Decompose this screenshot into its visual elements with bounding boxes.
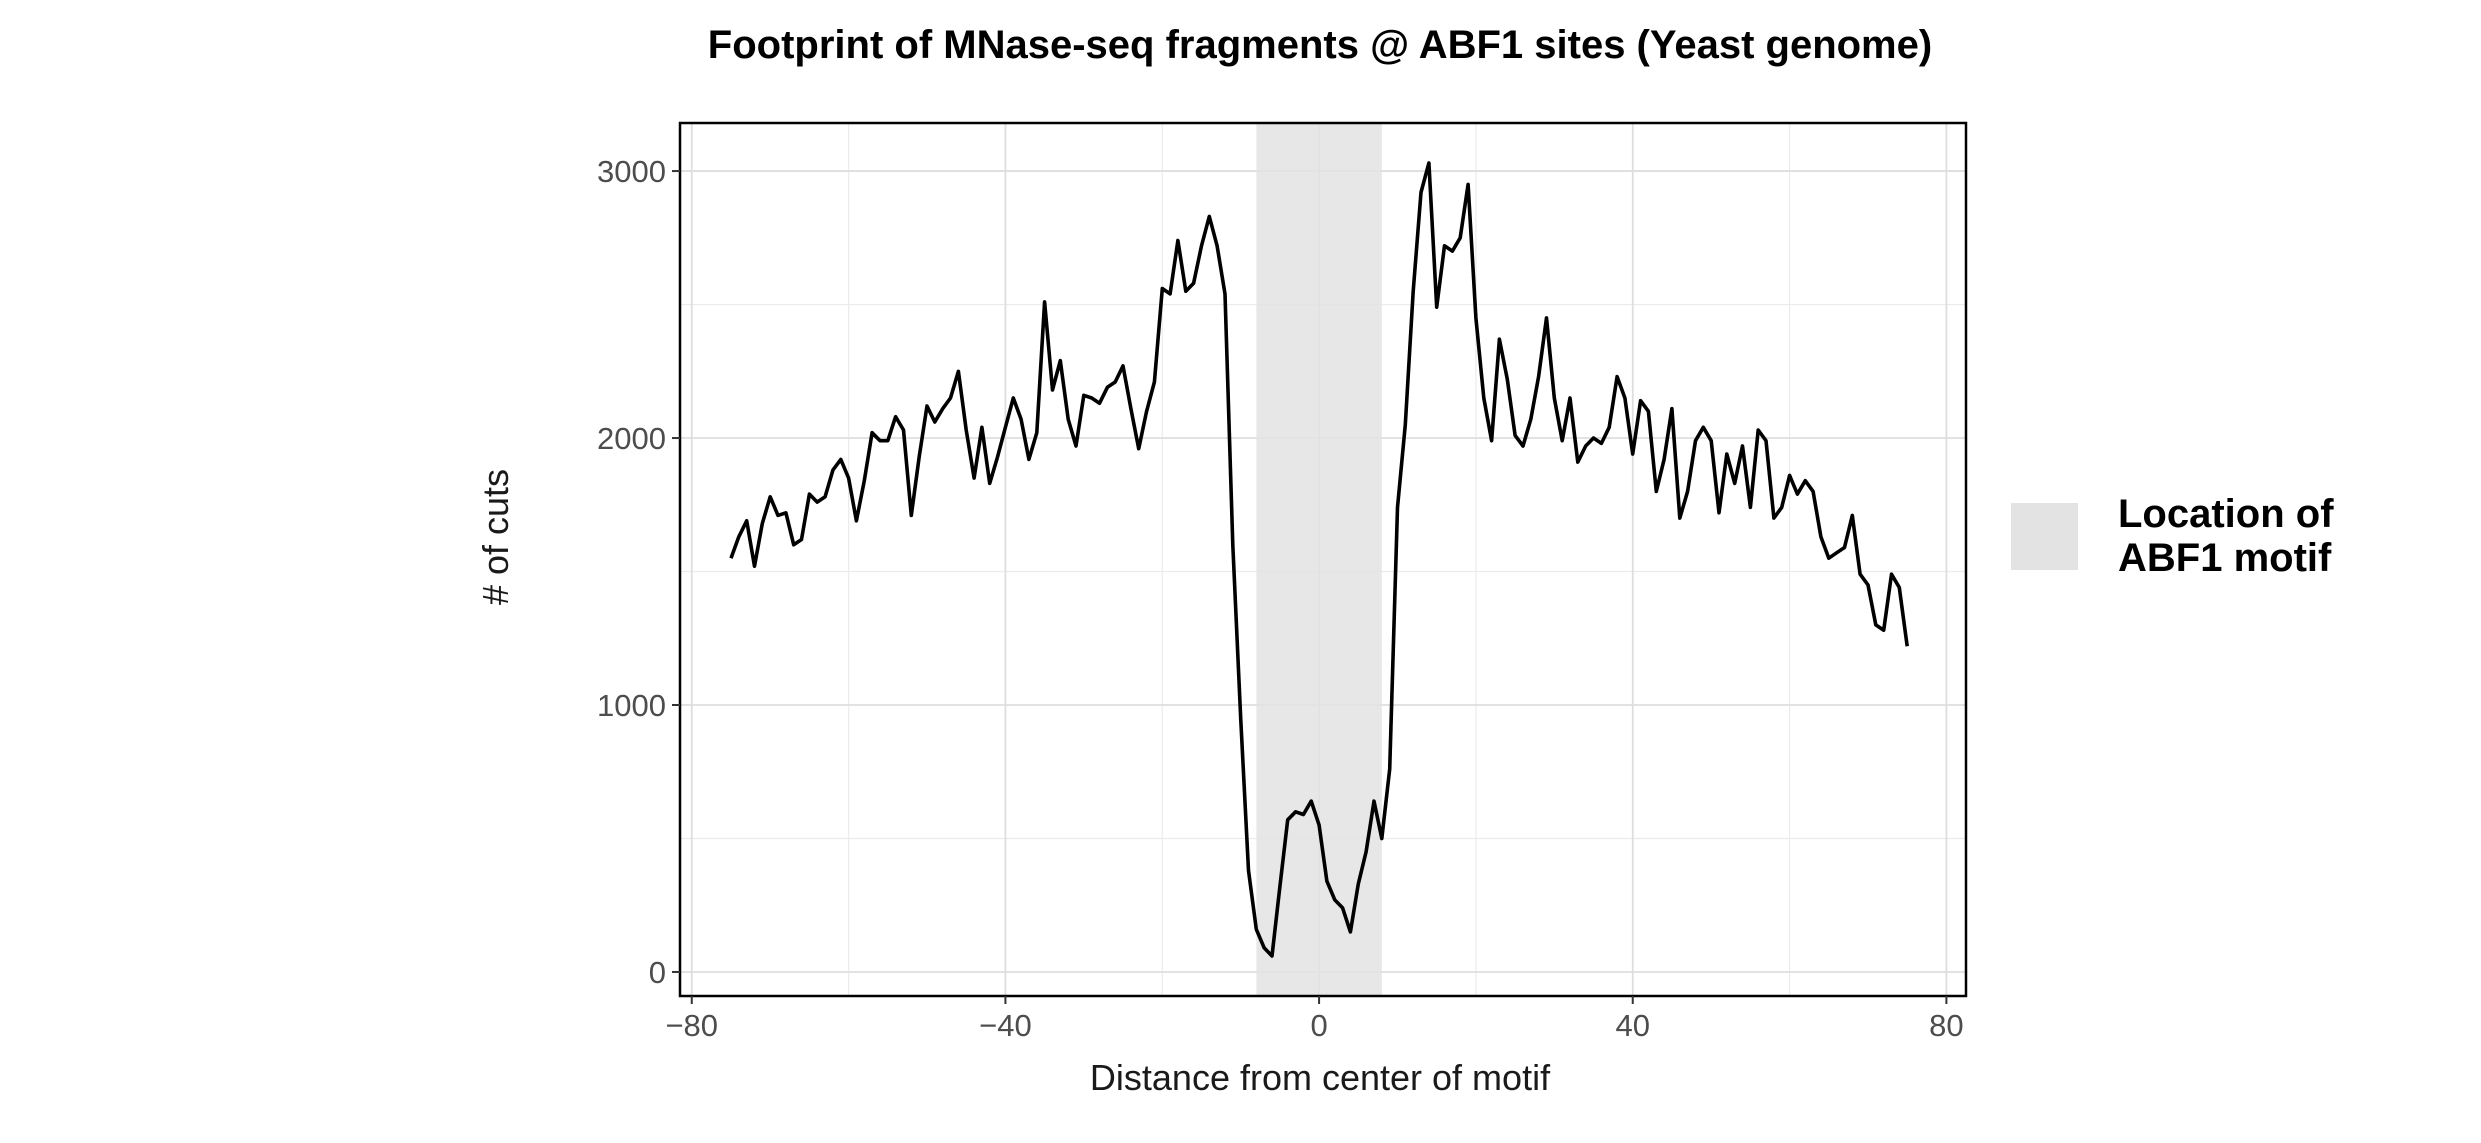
x-tick-label: −40 bbox=[979, 1008, 1032, 1043]
legend: Location of ABF1 motif bbox=[2011, 492, 2334, 580]
legend-label-line-1: Location of bbox=[2118, 492, 2334, 536]
line-layer bbox=[729, 161, 1909, 958]
y-tick-label: 0 bbox=[649, 955, 666, 990]
shade-layer bbox=[1256, 123, 1382, 996]
legend-key-shaded-region bbox=[2011, 503, 2078, 570]
y-tick-label: 3000 bbox=[597, 154, 666, 189]
tick-layer: −80 −40 0 40 80 0 1000 2000 3000 bbox=[597, 154, 1964, 1043]
x-tick-label: 80 bbox=[1929, 1008, 1963, 1043]
x-tick-label: −80 bbox=[665, 1008, 718, 1043]
x-tick-label: 0 bbox=[1310, 1008, 1327, 1043]
legend-label-line-2: ABF1 motif bbox=[2118, 536, 2332, 580]
motif-location-band bbox=[1256, 123, 1382, 996]
y-axis-title: # of cuts bbox=[475, 469, 516, 605]
x-axis-title: Distance from center of motif bbox=[1090, 1057, 1551, 1098]
chart-title: Footprint of MNase-seq fragments @ ABF1 … bbox=[708, 23, 1932, 67]
x-tick-label: 40 bbox=[1615, 1008, 1649, 1043]
y-tick-label: 1000 bbox=[597, 688, 666, 723]
plot-panel-border bbox=[678, 121, 1968, 998]
y-tick-label: 2000 bbox=[597, 421, 666, 456]
series-line bbox=[729, 161, 1909, 958]
